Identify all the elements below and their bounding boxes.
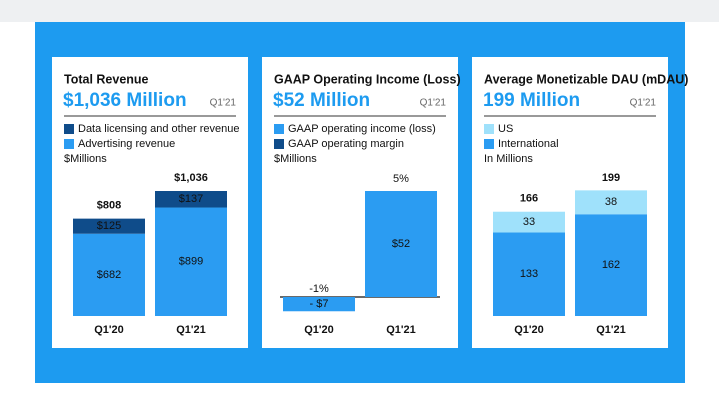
margin-label: -1% [309,283,329,295]
category-label: Q1'21 [386,324,416,336]
unit-label: $Millions [274,153,317,165]
headline: $1,036 Million [63,90,187,111]
headline: $52 Million [273,90,370,111]
bar-segment [73,233,145,316]
bar-segment [575,214,647,316]
legend-label: GAAP operating margin [288,138,404,150]
chart-title: Average Monetizable DAU (mDAU) [484,72,688,86]
bar-segment [575,190,647,215]
category-label: Q1'20 [304,324,334,336]
top-strip [0,0,719,22]
bar [283,297,355,312]
legend-label: International [498,138,559,150]
category-label: Q1'21 [176,324,206,336]
segment-label: 162 [602,259,620,271]
period: Q1'21 [420,98,447,109]
unit-label: $Millions [64,153,107,165]
legend-label: Advertising revenue [78,138,175,150]
legend-swatch [64,139,74,149]
chart-title: GAAP Operating Income (Loss) [274,72,461,86]
margin-label: 5% [393,173,409,185]
headline: 199 Million [483,90,580,111]
period: Q1'21 [630,98,657,109]
legend-swatch [484,124,494,134]
segment-label: 38 [605,196,617,208]
chart-title: Total Revenue [64,72,149,86]
bar-label: $52 [392,238,410,250]
segment-label: $137 [179,193,203,205]
segment-label: $682 [97,269,121,281]
bar-segment [73,218,145,234]
total-label: 199 [602,172,620,184]
total-label: 166 [520,193,538,205]
segment-label: $125 [97,220,121,232]
segment-label: 133 [520,268,538,280]
category-label: Q1'20 [94,324,124,336]
legend-label: Data licensing and other revenue [78,123,239,135]
legend-label: US [498,123,513,135]
legend-swatch [64,124,74,134]
bar-label: - $7 [310,298,329,310]
bar [365,191,437,297]
total-label: $808 [97,199,121,211]
legend-label: GAAP operating income (loss) [288,123,436,135]
legend-swatch [274,139,284,149]
bar-segment [493,211,565,233]
category-label: Q1'20 [514,324,544,336]
bar-segment [155,191,227,208]
bar-segment [155,207,227,316]
segment-label: $899 [179,256,203,268]
segment-label: 33 [523,216,535,228]
bar-segment [493,232,565,316]
unit-label: In Millions [484,153,533,165]
period: Q1'21 [210,98,237,109]
total-label: $1,036 [174,172,208,184]
category-label: Q1'21 [596,324,626,336]
legend-swatch [274,124,284,134]
legend-swatch [484,139,494,149]
